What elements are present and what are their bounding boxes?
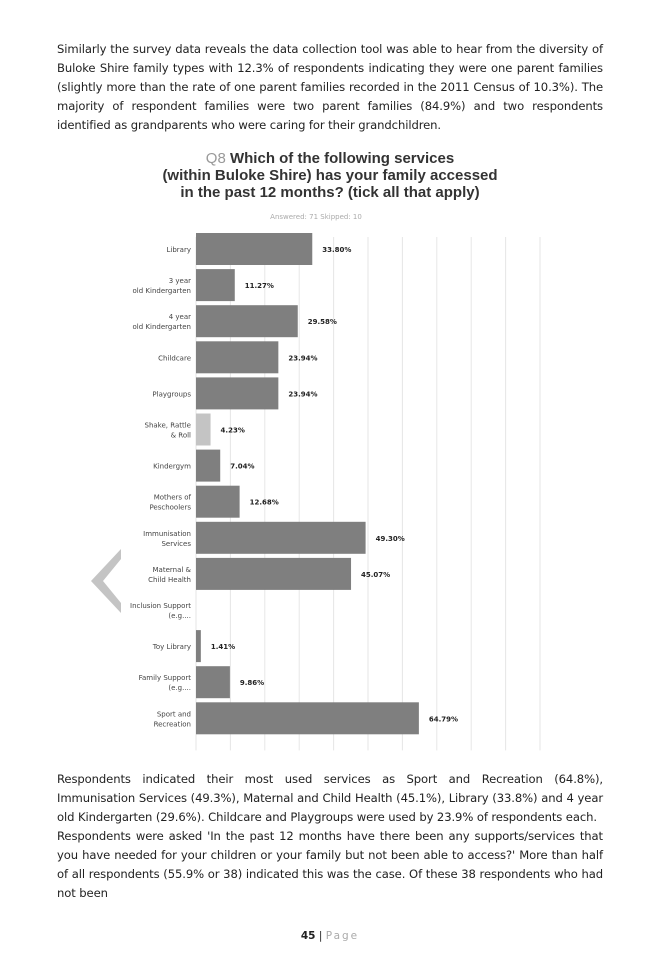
data-label: 12.68%: [250, 499, 279, 507]
bar: [196, 305, 298, 338]
bar: [196, 666, 230, 699]
category-label: Immunisation Services: [143, 530, 191, 548]
category-label: Kindergym: [153, 463, 191, 471]
bar: [196, 521, 366, 554]
data-label: 11.27%: [245, 282, 274, 290]
data-label: 23.94%: [288, 390, 317, 398]
category-label: Childcare: [158, 354, 191, 362]
category-label: Mothers of Peschoolers: [149, 494, 191, 512]
bar: [196, 485, 240, 518]
page-label: Page: [325, 930, 360, 942]
category-label: Family Support (e.g....: [139, 674, 192, 692]
data-label: 23.94%: [288, 354, 317, 362]
bar: [196, 377, 279, 410]
data-label: 29.58%: [308, 318, 337, 326]
category-label: Inclusion Support (e.g....: [130, 602, 191, 620]
services-bar-chart: Q8 Which of the following services (with…: [130, 150, 541, 751]
category-label: 3 year old Kindergarten: [133, 277, 192, 295]
page-number: 45: [300, 930, 316, 942]
data-label: 33.80%: [322, 246, 351, 254]
data-label: 64.79%: [429, 715, 458, 723]
paragraph-most-used-services: Respondents indicated their most used se…: [57, 772, 603, 824]
category-label: Playgroups: [152, 390, 191, 398]
bar: [196, 630, 201, 663]
data-label: 1.41%: [211, 643, 235, 651]
data-label: 45.07%: [361, 571, 390, 579]
data-label: 7.04%: [230, 463, 254, 471]
category-label: Library: [167, 246, 191, 254]
chart-title: Q8 Which of the following services: [206, 150, 454, 167]
category-label: Maternal & Child Health: [148, 566, 191, 584]
category-label: Shake, Rattle & Roll: [145, 422, 192, 440]
chart-subtitle: Answered: 71 Skipped: 10: [270, 213, 362, 221]
data-label: 49.30%: [376, 535, 405, 543]
bar: [196, 413, 211, 446]
chart-title-line-3: in the past 12 months? (tick all that ap…: [180, 184, 479, 201]
chart-title-prefix: Q8: [206, 150, 226, 167]
page-footer: 45 | Page: [0, 930, 660, 942]
bar: [196, 557, 352, 590]
category-label: 4 year old Kindergarten: [133, 313, 192, 331]
paragraph-unmet-needs: Respondents were asked 'In the past 12 m…: [57, 829, 603, 900]
paragraph-family-types: Similarly the survey data reveals the da…: [57, 42, 603, 132]
bar: [196, 269, 235, 302]
data-label: 4.23%: [221, 427, 245, 435]
chevron-left-icon[interactable]: [91, 549, 121, 613]
category-label: Toy Library: [152, 643, 191, 651]
bar: [196, 449, 221, 482]
chart-title-line-1: Which of the following services: [230, 150, 454, 167]
chart-title-line-2: (within Buloke Shire) has your family ac…: [162, 167, 497, 184]
bar: [196, 233, 313, 265]
footer-separator: |: [315, 930, 326, 942]
category-label: Sport and Recreation: [154, 710, 191, 728]
bar: [196, 341, 279, 374]
data-label: 9.86%: [240, 679, 264, 687]
bar: [196, 702, 419, 735]
